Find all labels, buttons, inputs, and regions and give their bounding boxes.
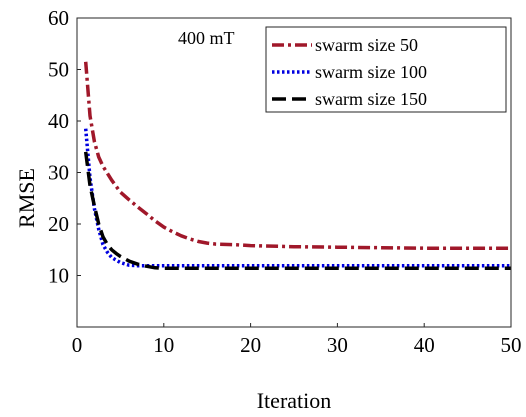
x-tick-label: 20 [240,333,261,357]
legend-label-3: swarm size 150 [315,89,427,109]
series-line-3 [83,151,511,271]
x-tick-label: 40 [414,333,435,357]
y-tick-label: 10 [48,264,69,288]
y-tick-label: 30 [48,161,69,185]
y-axis-label: RMSE [14,168,39,228]
y-tick-label: 20 [48,212,69,236]
y-tick-label: 60 [48,6,69,30]
y-tick-label: 50 [48,58,69,82]
x-axis-label: Iteration [257,388,332,413]
series-line-2 [83,128,511,268]
x-tick-label: 0 [72,333,83,357]
x-tick-label: 10 [153,333,174,357]
x-tick-label: 30 [327,333,348,357]
legend: swarm size 50 swarm size 100 swarm size 15… [265,26,507,113]
ticks-layer: 0 10 20 30 40 50 10 20 30 40 50 60 [48,6,522,357]
annotation-label: 400 mT [178,28,235,48]
legend-label-2: swarm size 100 [315,62,427,82]
x-tick-label: 50 [501,333,522,357]
legend-items: swarm size 50 swarm size 100 swarm size 15… [272,35,427,109]
y-tick-label: 40 [48,109,69,133]
legend-label-1: swarm size 50 [315,35,418,55]
series-line-1 [83,61,511,250]
series-layer [83,61,511,271]
